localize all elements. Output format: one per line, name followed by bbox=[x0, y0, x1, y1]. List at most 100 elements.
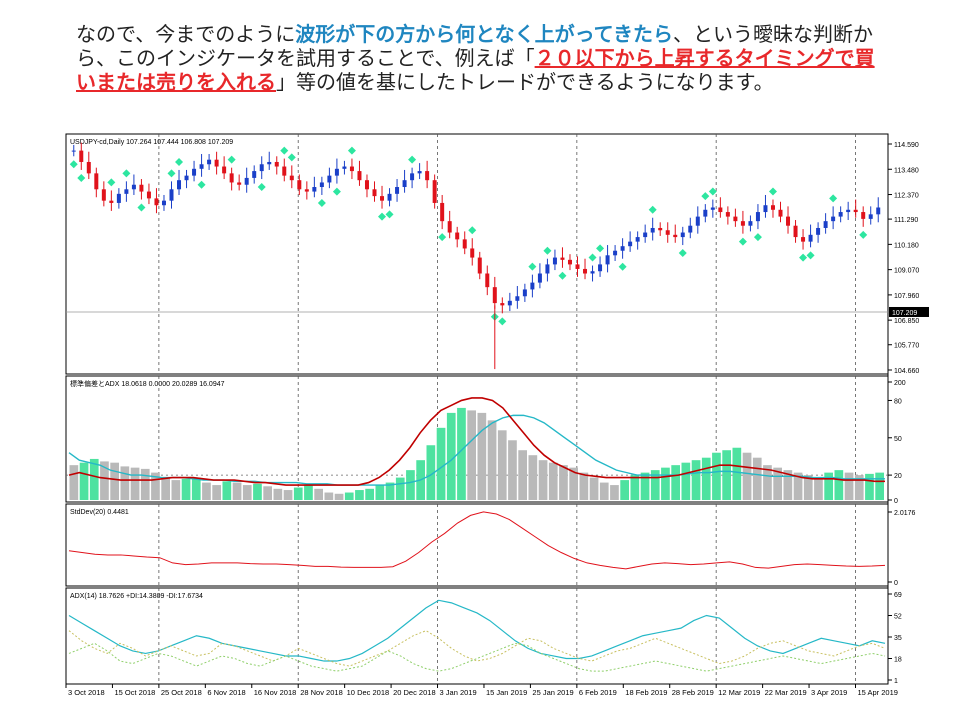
histogram-bar bbox=[508, 440, 517, 500]
caption-seg-1: なので、今までのように bbox=[76, 22, 296, 46]
x-axis-label: 6 Feb 2019 bbox=[579, 688, 617, 697]
candle-body bbox=[312, 187, 317, 192]
candle-body bbox=[237, 182, 242, 185]
candle-body bbox=[575, 264, 580, 269]
histogram-bar bbox=[599, 482, 609, 500]
candle-body bbox=[410, 173, 415, 181]
histogram-bar bbox=[436, 427, 446, 500]
histogram-bar bbox=[212, 485, 221, 500]
candle-body bbox=[793, 225, 798, 238]
candle-body bbox=[116, 193, 121, 203]
histogram-bar bbox=[355, 490, 364, 500]
histogram-bar bbox=[661, 467, 670, 500]
candle-body bbox=[786, 216, 791, 226]
signal-diamond bbox=[332, 187, 341, 196]
candle-body bbox=[86, 161, 91, 174]
candle-body bbox=[537, 273, 542, 283]
signal-diamond bbox=[408, 155, 417, 164]
candle-body bbox=[500, 303, 505, 306]
signal-diamond bbox=[385, 210, 394, 219]
histogram-bar bbox=[120, 466, 130, 500]
signal-diamond bbox=[708, 187, 717, 196]
signal-diamond bbox=[257, 183, 266, 192]
candle-body bbox=[861, 212, 866, 219]
pane1-y-label: 114.590 bbox=[894, 142, 919, 149]
histogram-bar bbox=[701, 457, 711, 500]
candle-body bbox=[740, 221, 745, 226]
candle-body bbox=[192, 168, 197, 176]
x-axis-label: 28 Nov 2018 bbox=[300, 688, 343, 697]
candle-body bbox=[598, 264, 603, 272]
candle-body bbox=[763, 205, 768, 213]
histogram-bar bbox=[181, 478, 191, 500]
candle-body bbox=[846, 209, 851, 213]
histogram-bar bbox=[191, 477, 201, 500]
pane1-y-label: 109.070 bbox=[894, 268, 919, 275]
histogram-bar bbox=[538, 460, 548, 500]
caption-seg-3: 、という曖昧な判断から、このインジケータを試用することで、例えば「 bbox=[76, 22, 874, 70]
x-axis-label: 18 Feb 2019 bbox=[625, 688, 667, 697]
current-price-box bbox=[889, 306, 929, 317]
candle-body bbox=[244, 177, 249, 185]
histogram-bar bbox=[263, 486, 272, 500]
x-axis-label: 22 Mar 2019 bbox=[765, 688, 807, 697]
histogram-bar bbox=[793, 472, 803, 500]
pane3-y-label: 0 bbox=[894, 580, 898, 587]
candle-body bbox=[259, 164, 264, 172]
histogram-bar bbox=[395, 477, 405, 500]
histogram-bar bbox=[732, 447, 742, 500]
candle-body bbox=[718, 207, 723, 213]
histogram-bar bbox=[589, 477, 599, 500]
candle-body bbox=[319, 182, 324, 188]
candle-body bbox=[274, 161, 279, 167]
histogram-bar bbox=[385, 482, 395, 500]
adx-line bbox=[68, 599, 886, 662]
signal-diamond bbox=[227, 155, 236, 164]
x-axis-label: 3 Oct 2018 bbox=[68, 688, 105, 697]
candle-body bbox=[184, 175, 189, 181]
signal-diamond bbox=[280, 146, 289, 155]
histogram-bar bbox=[854, 475, 864, 500]
histogram-bar bbox=[446, 412, 456, 500]
candle-body bbox=[492, 287, 497, 304]
x-axis-label: 25 Jan 2019 bbox=[532, 688, 573, 697]
histogram-bar bbox=[151, 472, 160, 500]
candle-body bbox=[364, 180, 369, 190]
x-axis-label: 6 Nov 2018 bbox=[207, 688, 245, 697]
histogram-bar bbox=[518, 450, 527, 500]
histogram-bar bbox=[100, 461, 109, 500]
x-axis-label: 28 Feb 2019 bbox=[672, 688, 714, 697]
candle-body bbox=[199, 164, 204, 169]
x-axis-label: 15 Apr 2019 bbox=[857, 688, 897, 697]
pane2-y-label: 80 bbox=[894, 398, 902, 405]
signal-diamond bbox=[829, 194, 838, 203]
candle-body bbox=[455, 232, 460, 240]
candle-body bbox=[876, 207, 881, 215]
candle-body bbox=[552, 257, 557, 265]
histogram-bar bbox=[467, 410, 476, 500]
candle-body bbox=[440, 202, 445, 222]
x-axis-label: 3 Apr 2019 bbox=[811, 688, 847, 697]
candle-body bbox=[665, 230, 670, 235]
histogram-bar bbox=[824, 472, 833, 500]
x-axis-label: 15 Jan 2019 bbox=[486, 688, 527, 697]
histogram-bar bbox=[712, 452, 721, 500]
pane2-y-label: 0 bbox=[894, 498, 898, 505]
histogram-bar bbox=[763, 465, 772, 500]
candle-body bbox=[214, 159, 219, 167]
candle-body bbox=[327, 175, 332, 183]
histogram-bar bbox=[375, 485, 385, 500]
histogram-bar bbox=[773, 467, 782, 500]
candle-body bbox=[146, 191, 151, 199]
signal-diamond bbox=[107, 178, 116, 187]
histogram-bar bbox=[69, 465, 79, 500]
histogram-bar bbox=[232, 482, 242, 500]
pane4-y-label: 35 bbox=[894, 635, 902, 642]
candle-body bbox=[101, 189, 106, 201]
pane1-y-label: 113.480 bbox=[894, 167, 919, 174]
signal-diamond bbox=[167, 169, 176, 178]
candle-body bbox=[515, 296, 520, 301]
candle-body bbox=[590, 271, 595, 274]
signal-diamond bbox=[543, 246, 552, 255]
histogram-bar bbox=[752, 457, 762, 500]
